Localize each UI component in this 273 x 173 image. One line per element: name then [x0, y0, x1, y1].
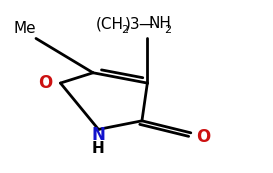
Text: (CH: (CH [96, 16, 124, 31]
Text: N: N [91, 126, 105, 144]
Text: Me: Me [14, 21, 37, 36]
Text: 2: 2 [164, 25, 171, 35]
Text: O: O [38, 74, 53, 92]
Text: NH: NH [149, 16, 172, 31]
Text: O: O [196, 128, 210, 146]
Text: H: H [92, 141, 105, 156]
Text: 2: 2 [121, 25, 128, 35]
Text: )3: )3 [125, 16, 141, 31]
Text: —: — [138, 16, 153, 31]
